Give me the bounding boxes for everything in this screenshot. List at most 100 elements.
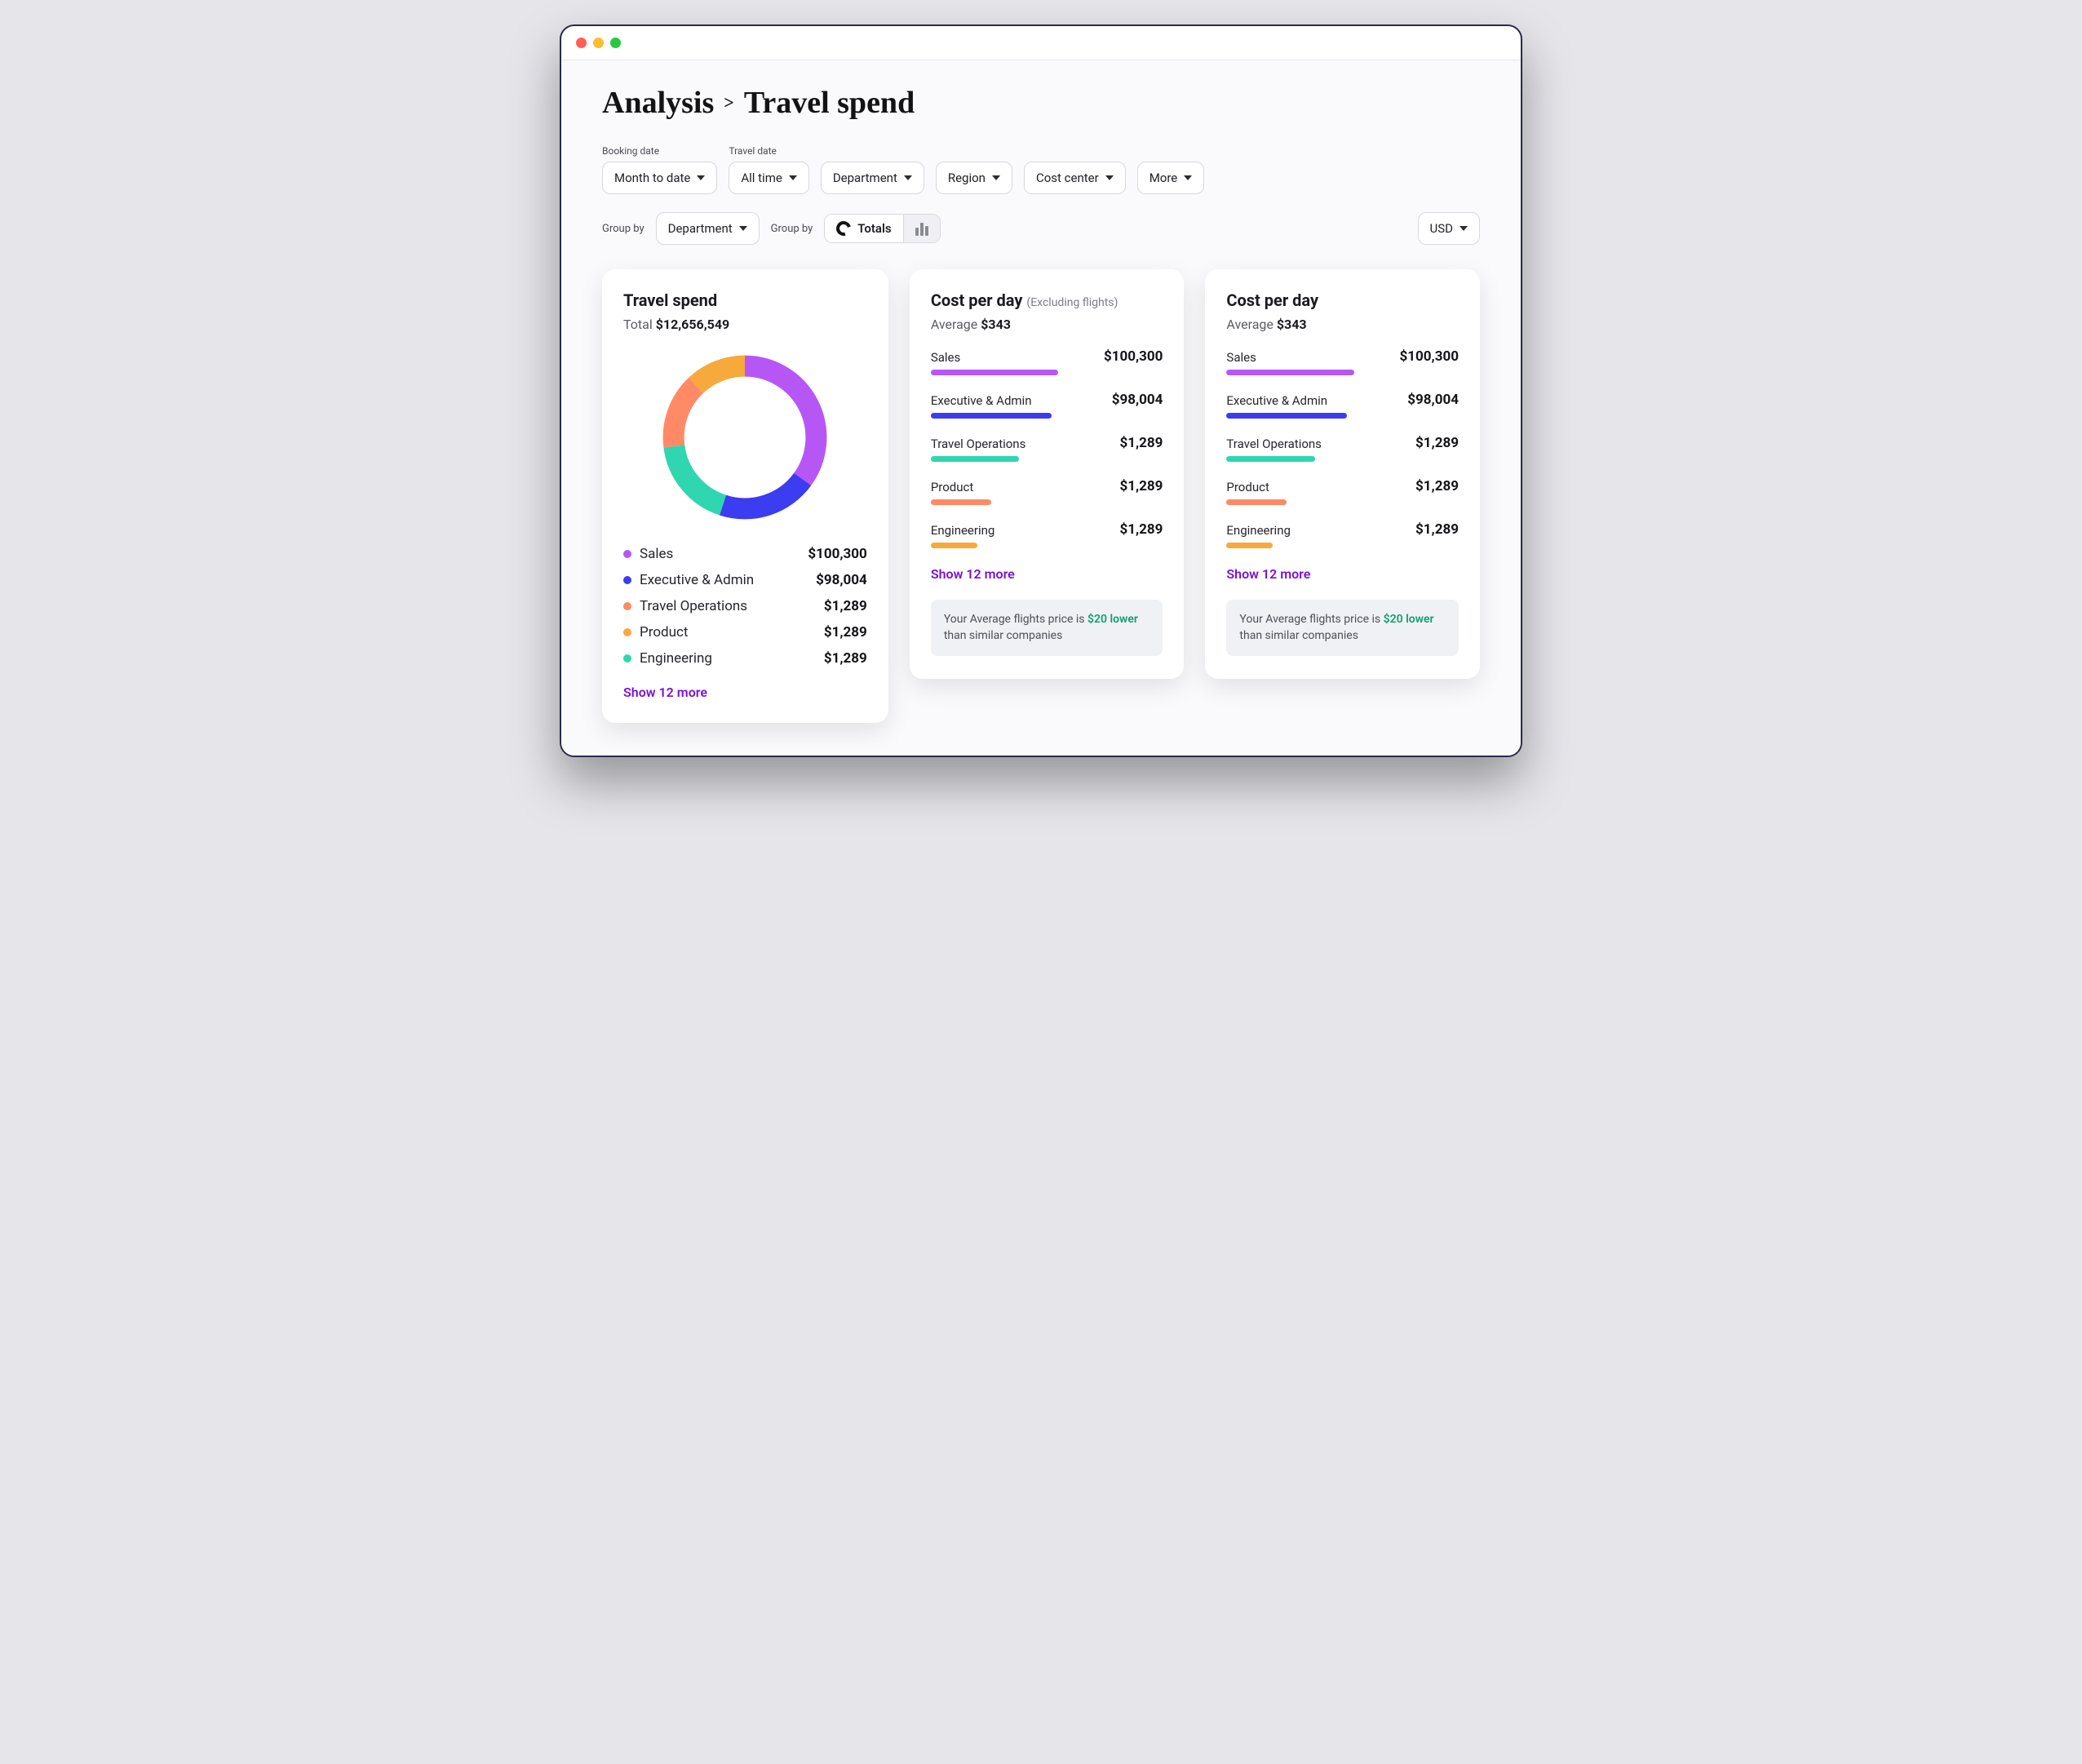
legend-row: Product $1,289 (623, 624, 867, 640)
view-bars-button[interactable] (904, 215, 940, 242)
legend-amount: $98,004 (816, 572, 867, 588)
booking-date-dropdown[interactable]: Month to date (602, 162, 717, 194)
page-content: Analysis > Travel spend Booking date Mon… (561, 60, 1521, 756)
chevron-down-icon (1184, 175, 1192, 180)
cost-per-day-card: Cost per day Average $343 Sales$100,300E… (1205, 269, 1480, 679)
dropdown-value: More (1150, 171, 1178, 185)
bar-item: Sales$100,300 (931, 348, 1163, 375)
chevron-down-icon (1105, 175, 1114, 180)
legend-dot (623, 576, 631, 584)
travel-spend-card: Travel spend Total $12,656,549 Sales$100… (602, 269, 888, 723)
donut-icon (834, 219, 854, 239)
chevron-down-icon (904, 175, 912, 180)
show-more-link[interactable]: Show 12 more (623, 685, 867, 700)
avg-value: $343 (981, 317, 1011, 332)
legend-amount: $1,289 (824, 598, 867, 614)
legend-dot (623, 628, 631, 636)
window-close-button[interactable] (576, 38, 587, 48)
avg-label: Average (931, 317, 977, 332)
card-title-text: Cost per day (931, 290, 1023, 310)
bar-item: Sales $100,300 (1226, 348, 1459, 375)
legend-label: Sales (640, 546, 673, 562)
bar-item: Product$1,289 (1226, 478, 1459, 505)
groupby-dropdown[interactable]: Department (656, 212, 760, 245)
legend-label: Product (640, 624, 688, 640)
bar-label: Engineering (931, 523, 995, 538)
card-title: Cost per day (1226, 290, 1459, 310)
chevron-down-icon (992, 175, 1000, 180)
bar-label: Travel Operations (931, 437, 1026, 451)
legend-dot (623, 550, 631, 558)
note-text: Your Average flights price is (944, 613, 1088, 626)
cost-per-day-card: Cost per day (Excluding flights) Average… (910, 269, 1185, 679)
note-text: than similar companies (944, 629, 1063, 642)
bar-label: Product (931, 480, 973, 494)
bar-label: Sales (1226, 350, 1256, 365)
more-filters-dropdown[interactable]: More (1137, 162, 1205, 194)
department-dropdown[interactable]: Department (821, 162, 924, 194)
groupby-row: Group by Department Group by Totals (602, 212, 1480, 245)
breadcrumb-leaf: Travel spend (744, 85, 915, 121)
note-highlight: $20 lower (1384, 613, 1434, 626)
bar-track (931, 543, 977, 548)
bar-track (931, 499, 991, 505)
bar-label: Travel Operations (1226, 437, 1322, 451)
view-totals-label: Totals (857, 221, 891, 236)
legend-dot (623, 602, 631, 610)
bar-label: Executive & Admin (1226, 393, 1327, 408)
donut-segment (745, 366, 816, 480)
filters-row: Booking date Month to date Travel date A… (602, 145, 1480, 194)
bar-amount: $100,300 (1400, 348, 1459, 365)
bar-track (1226, 370, 1354, 375)
bar-item: Travel Operations $1,289 (931, 435, 1163, 462)
bar-item: Engineering $1,289 (931, 521, 1163, 548)
window-minimize-button[interactable] (593, 38, 604, 48)
legend-amount: $1,289 (824, 650, 867, 667)
note-highlight: $20 lower (1088, 613, 1138, 626)
bar-amount: $1,289 (1119, 435, 1163, 451)
donut-segment (675, 446, 724, 505)
filter-label: Booking date (602, 145, 717, 157)
cards-row: Travel spend Total $12,656,549 Sales $100… (602, 269, 1480, 723)
cost-center-dropdown[interactable]: Cost center (1024, 162, 1126, 194)
travel-date-dropdown[interactable]: All time (729, 162, 808, 194)
bar-amount: $100,300 (1104, 348, 1163, 365)
groupby-view-label: Group by (771, 223, 813, 235)
app-window: Analysis > Travel spend Booking date Mon… (560, 24, 1522, 757)
currency-dropdown[interactable]: USD (1418, 212, 1480, 245)
breadcrumb-root[interactable]: Analysis (602, 85, 714, 121)
card-title: Travel spend (623, 290, 867, 310)
total-label: Total (623, 317, 653, 332)
legend-label: Travel Operations (640, 598, 747, 614)
legend-amount: $1,289 (824, 624, 867, 640)
chevron-down-icon (697, 175, 705, 180)
show-more-link[interactable]: Show 12 more (1226, 566, 1459, 582)
bar-amount: $1,289 (1119, 521, 1163, 538)
dropdown-value: Cost center (1036, 171, 1099, 185)
bar-item: Travel Operations $1,289 (1226, 435, 1459, 462)
legend-label: Executive & Admin (640, 572, 754, 588)
bar-amount: $1,289 (1119, 478, 1163, 494)
filter-label: Travel date (729, 145, 808, 157)
bar-amount: $1,289 (1415, 521, 1459, 538)
card-total: Total $12,656,549 (623, 317, 867, 332)
legend-row: Engineering$1,289 (623, 650, 867, 667)
bar-list: Sales $100,300 Executive & Admin $98,004 Tra… (1226, 348, 1459, 548)
bar-amount: $1,289 (1415, 435, 1459, 451)
dropdown-value: USD (1430, 221, 1453, 236)
chevron-down-icon (739, 226, 747, 231)
total-value: $12,656,549 (656, 317, 730, 332)
note-text: Your Average flights price is (1239, 613, 1383, 626)
dropdown-value: Department (833, 171, 897, 185)
note-text: than similar companies (1239, 629, 1358, 642)
region-dropdown[interactable]: Region (936, 162, 1012, 194)
window-zoom-button[interactable] (610, 38, 621, 48)
donut-segment (723, 479, 803, 508)
groupby-label: Group by (602, 223, 645, 235)
bar-amount: $98,004 (1407, 392, 1459, 408)
legend-row: Executive & Admin $98,004 (623, 572, 867, 588)
view-totals-button[interactable]: Totals (825, 215, 902, 242)
card-title: Cost per day (Excluding flights) (931, 290, 1163, 310)
show-more-link[interactable]: Show 12 more (931, 566, 1163, 582)
insight-note: Your Average flights price is $20 lower … (931, 600, 1163, 656)
